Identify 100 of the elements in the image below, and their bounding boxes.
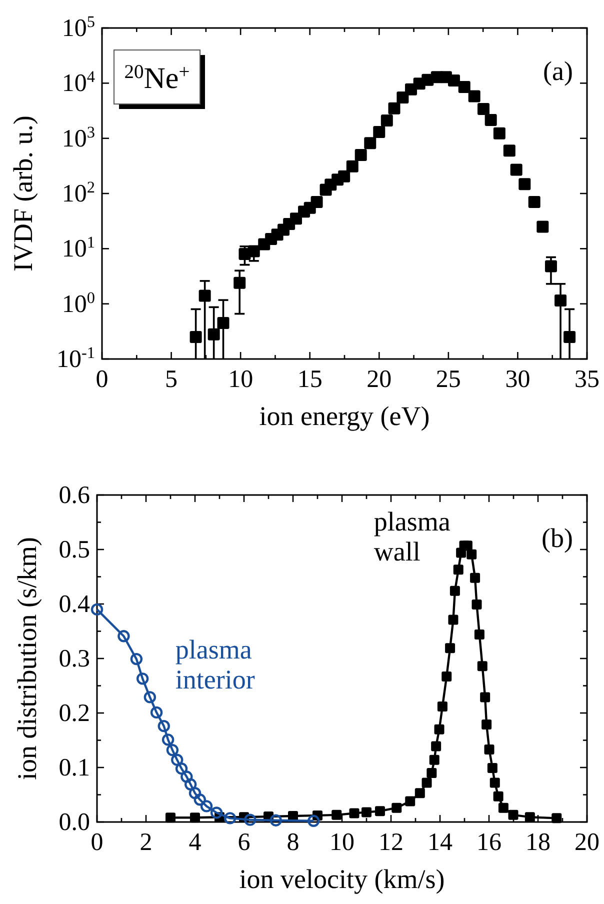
- point: [498, 802, 508, 813]
- point: [405, 796, 416, 806]
- y-tick-label: 0.1: [58, 754, 90, 782]
- point: [490, 778, 500, 788]
- y-tick-label: 10$^{-1}$: [56, 344, 95, 373]
- y-tick-label: 10$^{1}$: [62, 234, 95, 263]
- point: [448, 614, 458, 625]
- point: [338, 170, 350, 182]
- point: [477, 103, 490, 116]
- point: [171, 754, 184, 766]
- point: [508, 810, 518, 820]
- y-tick-label: 10$^{2}$: [62, 178, 95, 208]
- point: [244, 814, 256, 826]
- point: [373, 126, 386, 138]
- x-tick-label: 12: [378, 829, 404, 856]
- point: [448, 74, 460, 86]
- point: [503, 144, 516, 157]
- x-tick-label: 10: [228, 366, 254, 393]
- point: [208, 328, 220, 340]
- point: [426, 768, 437, 778]
- point: [431, 741, 442, 752]
- point: [445, 643, 456, 654]
- annotation: $^{20}$Ne$^{+}$: [124, 62, 190, 95]
- x-axis-title: ion velocity (km/s): [239, 864, 445, 894]
- y-axis-title: IVDF (arb. u.): [8, 116, 38, 272]
- point: [477, 661, 488, 672]
- point: [544, 260, 557, 272]
- point: [518, 178, 531, 190]
- y-tick-label: 10$^{0}$: [62, 288, 95, 318]
- x-tick-label: 6: [238, 829, 250, 856]
- x-tick-label: 25: [436, 366, 461, 393]
- point: [158, 720, 170, 732]
- point: [482, 719, 492, 730]
- point: [210, 806, 223, 819]
- y-axis-title: ion distribution (s/km): [12, 537, 42, 780]
- point: [510, 164, 522, 176]
- y-tick-label: 10$^{4}$: [62, 68, 95, 98]
- annotation: (b): [542, 523, 573, 553]
- point: [554, 294, 567, 306]
- point: [332, 810, 342, 820]
- point: [380, 114, 393, 127]
- y-tick-label: 0.0: [58, 809, 90, 836]
- x-tick-label: 0: [90, 829, 104, 856]
- point: [484, 744, 494, 755]
- point: [118, 630, 130, 642]
- x-tick-label: 35: [574, 366, 600, 393]
- point: [270, 814, 282, 826]
- point: [234, 276, 246, 289]
- x-tick-label: 2: [140, 829, 152, 856]
- point: [468, 90, 480, 102]
- point: [150, 706, 163, 719]
- x-tick-label: 8: [286, 829, 300, 856]
- point: [462, 540, 472, 551]
- point: [248, 245, 260, 258]
- series-label: plasma interior: [175, 634, 255, 694]
- point: [528, 196, 540, 208]
- x-tick-label: 20: [366, 366, 392, 393]
- x-tick-label: 20: [574, 829, 600, 856]
- point: [484, 114, 497, 126]
- point: [130, 652, 143, 666]
- point: [144, 691, 156, 704]
- point: [354, 148, 367, 161]
- point: [166, 812, 176, 823]
- point: [194, 794, 206, 806]
- point: [450, 586, 460, 596]
- point: [470, 572, 480, 583]
- x-tick-label: 0: [96, 366, 108, 393]
- point: [374, 806, 385, 816]
- point: [175, 762, 188, 775]
- point: [307, 814, 320, 828]
- x-tick-label: 16: [476, 829, 502, 856]
- y-tick-label: 0.2: [58, 700, 90, 727]
- x-axis-title: ion energy (eV): [259, 401, 430, 431]
- annotation: (a): [543, 56, 573, 86]
- point: [434, 724, 444, 734]
- point: [346, 160, 358, 172]
- point: [217, 316, 230, 329]
- point: [487, 763, 498, 774]
- point: [224, 812, 236, 824]
- point: [442, 671, 452, 682]
- x-tick-label: 10: [330, 829, 354, 856]
- point: [162, 734, 174, 746]
- point: [474, 630, 484, 640]
- point: [200, 800, 213, 812]
- point: [136, 672, 149, 685]
- point: [458, 81, 470, 94]
- point: [493, 791, 504, 802]
- point: [493, 127, 506, 140]
- point: [564, 331, 576, 344]
- point: [414, 788, 425, 798]
- point: [524, 812, 535, 822]
- y-tick-label: 0.3: [58, 646, 90, 672]
- point: [466, 549, 477, 560]
- point: [453, 564, 464, 575]
- point: [90, 603, 104, 616]
- y-tick-label: 0.6: [58, 482, 90, 509]
- point: [536, 220, 549, 233]
- point: [472, 600, 482, 610]
- x-tick-label: 18: [526, 829, 550, 856]
- point: [310, 196, 323, 208]
